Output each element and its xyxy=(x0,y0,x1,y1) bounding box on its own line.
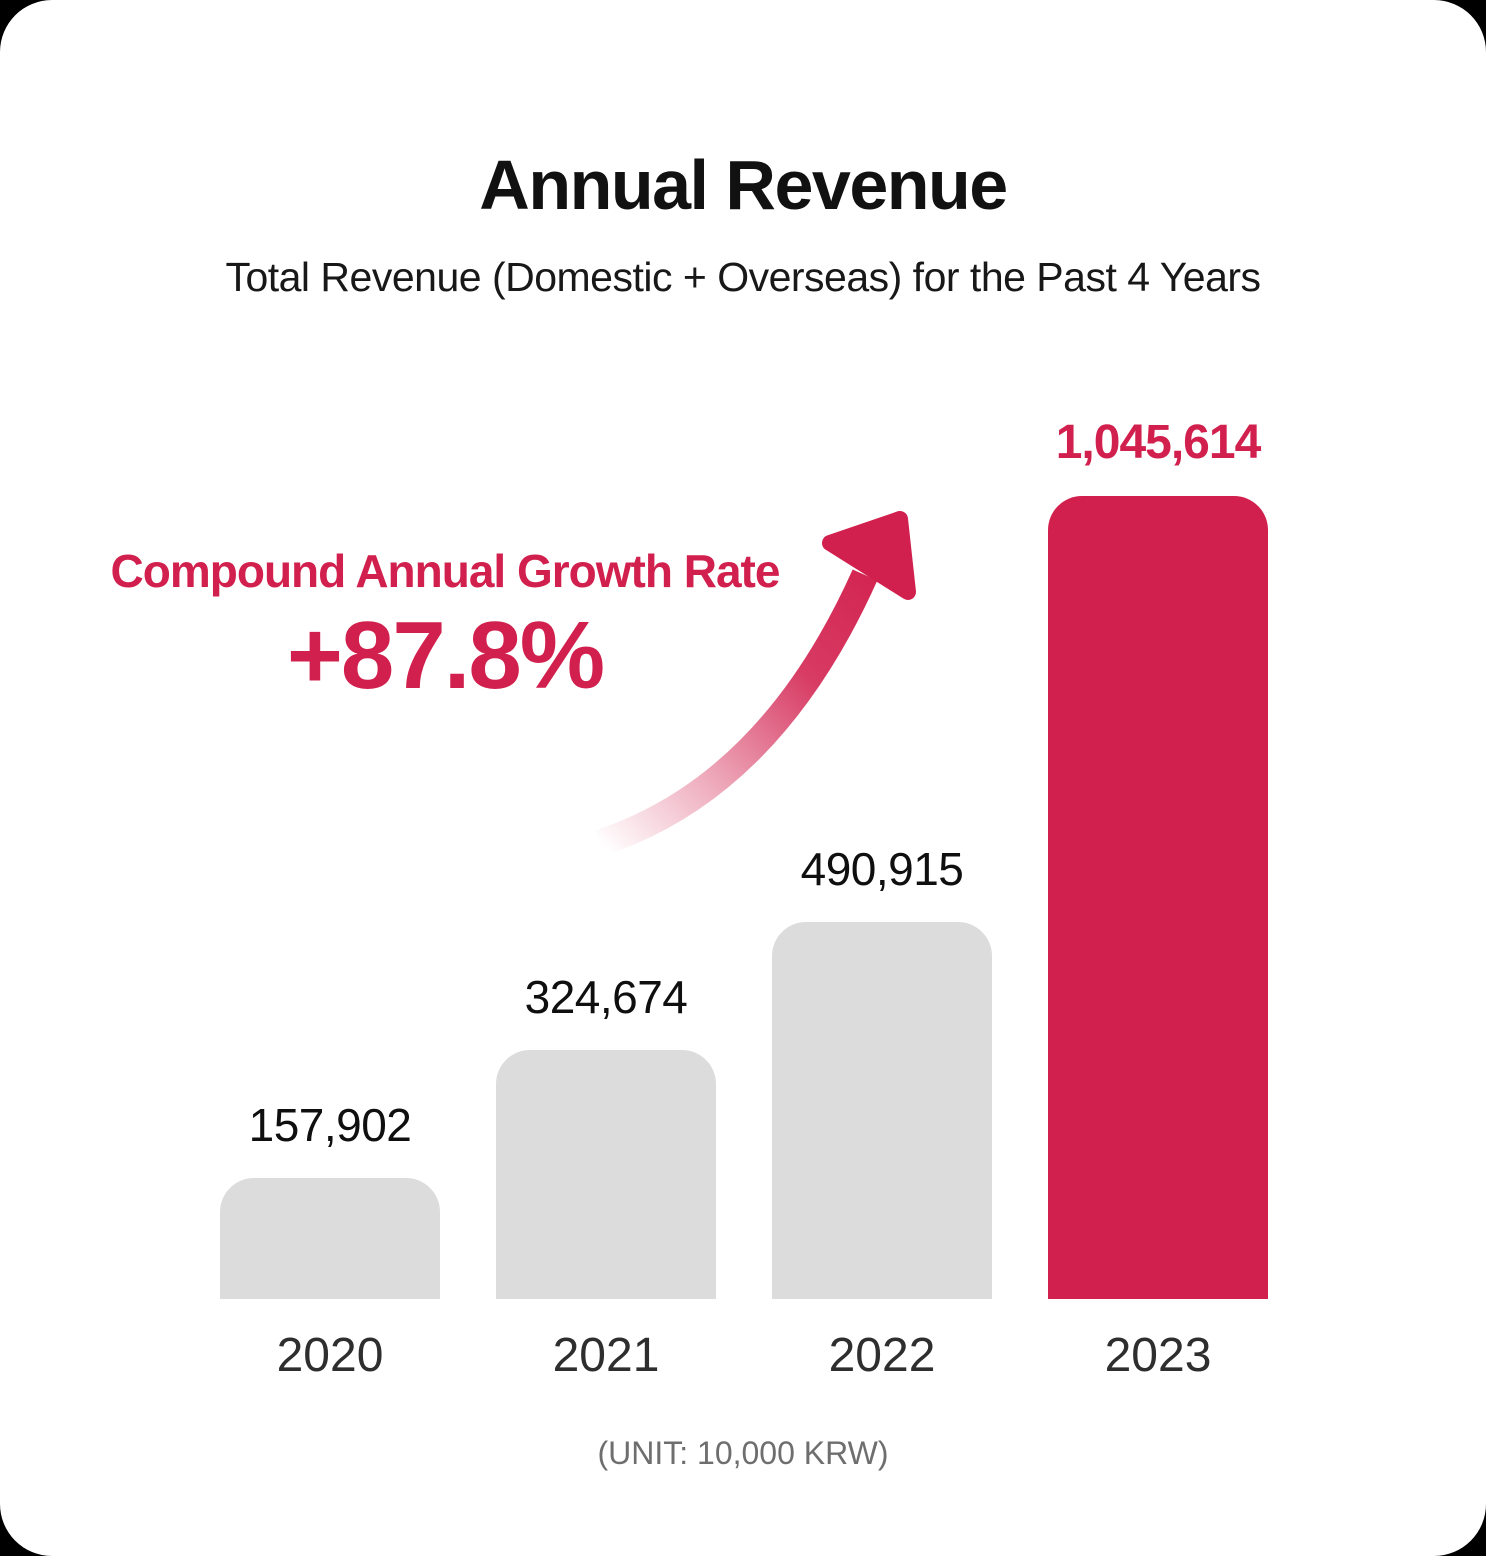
bar-column: 157,902 xyxy=(220,1099,440,1299)
bar xyxy=(1048,496,1268,1299)
bar-column: 490,915 xyxy=(772,843,992,1299)
bar-year-label: 2023 xyxy=(1104,1329,1212,1382)
bar xyxy=(496,1050,716,1299)
bar-year-label: 2022 xyxy=(828,1329,936,1382)
bar xyxy=(220,1178,440,1299)
chart-subtitle: Total Revenue (Domestic + Overseas) for … xyxy=(225,254,1261,300)
bar-year-label: 2020 xyxy=(276,1329,384,1382)
cagr-value: +87.8% xyxy=(286,601,605,709)
bar-value-label: 490,915 xyxy=(800,843,964,896)
unit-note: (UNIT: 10,000 KRW) xyxy=(597,1435,889,1471)
cagr-annotation: Compound Annual Growth Rate +87.8% xyxy=(100,545,790,704)
bar-value-label: 324,674 xyxy=(524,971,688,1024)
bar-column: 324,674 xyxy=(496,971,716,1299)
growth-arrow-icon xyxy=(560,495,930,875)
bar-year-label: 2021 xyxy=(552,1329,660,1382)
year-axis: 2020 2021 2022 2023 xyxy=(220,1329,1268,1383)
bar-column: 1,045,614 xyxy=(1048,415,1268,1299)
bar-chart: 157,902 324,674 490,915 1,045,614 xyxy=(220,386,1268,1299)
chart-title: Annual Revenue xyxy=(479,146,1008,224)
bar-value-label: 1,045,614 xyxy=(1055,415,1262,469)
cagr-label: Compound Annual Growth Rate xyxy=(110,545,781,597)
bar-value-label: 157,902 xyxy=(248,1099,412,1152)
bar xyxy=(772,922,992,1299)
